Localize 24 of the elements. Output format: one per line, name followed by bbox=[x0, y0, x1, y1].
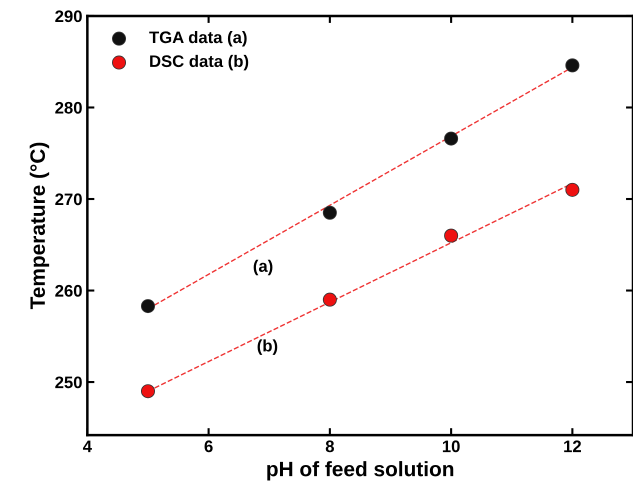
point bbox=[444, 228, 458, 243]
y-axis-title: Temperature (°C) bbox=[30, 142, 50, 310]
legend-label: DSC data (b) bbox=[150, 54, 248, 70]
annotation: (b) bbox=[258, 339, 278, 355]
y-tick-label: 260 bbox=[55, 284, 82, 297]
x-tick-label: 8 bbox=[326, 440, 334, 452]
point bbox=[322, 206, 337, 220]
point bbox=[444, 132, 458, 146]
point bbox=[140, 299, 155, 314]
point bbox=[322, 292, 337, 307]
point bbox=[140, 384, 155, 398]
y-tick-label: 270 bbox=[55, 193, 82, 206]
point bbox=[565, 182, 580, 197]
x-tick-label: 4 bbox=[82, 440, 92, 452]
point bbox=[565, 58, 580, 72]
x-axis-title: pH of feed solution bbox=[267, 461, 454, 480]
x-tick-label: 12 bbox=[564, 440, 581, 452]
x-tick-label: 6 bbox=[204, 440, 213, 452]
y-tick-label: 290 bbox=[55, 10, 82, 22]
y-tick-label: 280 bbox=[55, 102, 82, 114]
annotation: (a) bbox=[254, 260, 272, 276]
y-tick-label: 250 bbox=[55, 376, 82, 388]
x-tick-label: 10 bbox=[442, 440, 460, 452]
legend-label: TGA data (a) bbox=[149, 30, 247, 47]
